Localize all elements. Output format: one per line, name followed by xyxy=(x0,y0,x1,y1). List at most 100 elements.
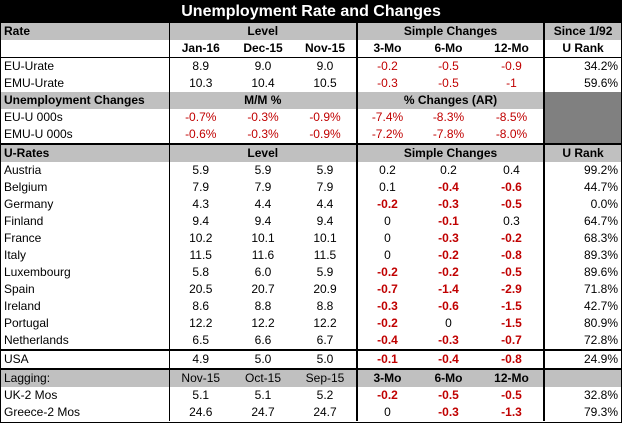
row-label: France xyxy=(4,231,42,245)
cell: 79.3% xyxy=(543,404,621,421)
cell: 42.7% xyxy=(543,298,621,315)
cell: -0.4 xyxy=(356,332,417,350)
cell: 10.5 xyxy=(313,76,337,90)
col-jan16: Jan-16 xyxy=(168,40,232,58)
cell: -1.4 xyxy=(438,282,459,296)
table-row: Belgium 7.9 7.9 7.9 0.1 -0.4 -0.6 44.7% xyxy=(1,179,621,196)
table-row: Italy 11.5 11.6 11.5 0 -0.2 -0.8 89.3% xyxy=(1,247,621,264)
cell: -0.7 xyxy=(501,333,522,347)
cell: -0.3% xyxy=(232,126,294,145)
cell: 7.9 xyxy=(254,180,272,194)
row-label: EU-Urate xyxy=(4,59,55,73)
cell: -2.9 xyxy=(501,282,522,296)
cell: 5.2 xyxy=(316,388,334,402)
row-label: UK-2 Mos xyxy=(4,388,58,402)
urates-header: U-Rates xyxy=(4,146,50,160)
cell: 89.3% xyxy=(543,247,621,264)
table-row-usa: USA 4.9 5.0 5.0 -0.1 -0.4 -0.8 24.9% xyxy=(1,349,621,370)
cell: 8.9 xyxy=(168,57,232,75)
cell: 9.0 xyxy=(316,59,334,73)
table-row: EU-Urate 8.9 9.0 9.0 -0.2 -0.5 -0.9 34.2… xyxy=(1,57,622,75)
cell: -0.3 xyxy=(438,231,459,245)
cell: -0.8 xyxy=(480,349,544,370)
cell: 99.2% xyxy=(543,162,621,179)
cell: -0.9 xyxy=(501,59,522,73)
col-3mo: 3-Mo xyxy=(356,40,417,58)
cell: 0.2 xyxy=(356,162,417,179)
row-label: Greece-2 Mos xyxy=(4,405,81,419)
cell: 0 xyxy=(445,316,452,330)
cell: -1 xyxy=(506,76,517,90)
cell: -0.3 xyxy=(356,75,417,92)
cell: -7.8% xyxy=(417,126,480,145)
cell: -0.3% xyxy=(247,110,279,124)
cell: -0.3 xyxy=(438,197,459,211)
cell: 11.6 xyxy=(251,248,275,262)
row-label: Italy xyxy=(4,248,27,262)
row-label: Spain xyxy=(4,282,35,296)
lag-col-6: 12-Mo xyxy=(494,371,529,385)
table-row: Netherlands 6.5 6.6 6.7 -0.4 -0.3 -0.7 72.8% xyxy=(1,332,621,350)
table-row: Luxembourg 5.8 6.0 5.9 -0.2 -0.2 -0.5 89.6% xyxy=(1,264,621,281)
cell: 9.4 xyxy=(168,213,232,230)
lag-col-4: 3-Mo xyxy=(356,369,417,387)
cell: 6.5 xyxy=(168,332,232,350)
table-row: EMU-Urate 10.3 10.4 10.5 -0.3 -0.5 -1 59… xyxy=(1,75,622,92)
cell: 5.1 xyxy=(254,388,272,402)
level-header: Level xyxy=(168,23,357,40)
cell: 0.2 xyxy=(440,163,457,177)
cell: -7.2% xyxy=(356,126,417,145)
cell: 0 xyxy=(356,247,417,264)
cell: 0 xyxy=(356,404,417,421)
since-header: Since 1/92 xyxy=(542,23,622,40)
cell: 9.0 xyxy=(254,59,272,73)
cell: -0.8 xyxy=(501,248,522,262)
cell: 89.6% xyxy=(543,264,621,281)
row-label: EMU-Urate xyxy=(4,76,65,90)
cell: 7.9 xyxy=(316,180,334,194)
row-label: Belgium xyxy=(4,180,48,194)
lag-col-2: Oct-15 xyxy=(244,371,281,385)
cell: 12.2 xyxy=(313,316,337,330)
cell: -0.2 xyxy=(501,231,522,245)
cell: 20.9 xyxy=(313,282,337,296)
cell: 24.7 xyxy=(313,405,337,419)
unemployment-table: Unemployment Rate and Changes Rate Level… xyxy=(1,1,622,162)
cell: 0 xyxy=(356,213,417,230)
cell: 0.1 xyxy=(356,179,417,196)
cell: -0.6 xyxy=(501,180,522,194)
cell: -0.5 xyxy=(501,388,522,402)
cell: 8.8 xyxy=(316,299,334,313)
cell: 6.6 xyxy=(254,333,272,347)
cell: -0.2 xyxy=(356,57,417,75)
col-dec15: Dec-15 xyxy=(232,40,294,58)
cell: 20.5 xyxy=(168,281,232,298)
cell: -0.5 xyxy=(501,197,522,211)
cell: 0.3 xyxy=(503,214,520,228)
col-nov15: Nov-15 xyxy=(294,40,357,58)
cell: 64.7% xyxy=(543,213,621,230)
cell: 10.2 xyxy=(168,230,232,247)
cell: 71.8% xyxy=(543,281,621,298)
cell: -0.7% xyxy=(168,109,232,126)
cell: -0.2 xyxy=(438,248,459,262)
table-row: EMU-U 000s -0.6% -0.3% -0.9% -7.2% -7.8%… xyxy=(1,126,622,145)
cell: -0.3 xyxy=(438,405,459,419)
table-row: Germany 4.3 4.4 4.4 -0.2 -0.3 -0.5 0.0% xyxy=(1,196,621,213)
cell: 5.1 xyxy=(168,387,232,404)
table-row: UK-2 Mos 5.1 5.1 5.2 -0.2 -0.5 -0.5 32.8… xyxy=(1,387,621,404)
cell: 6.7 xyxy=(316,333,334,347)
lag-col-1: Nov-15 xyxy=(168,369,232,387)
table-row: Greece-2 Mos 24.6 24.7 24.7 0 -0.3 -1.3 … xyxy=(1,404,621,421)
row-label: Portugal xyxy=(4,316,49,330)
lagging-header: Lagging: xyxy=(4,371,51,385)
cell: 10.3 xyxy=(168,75,232,92)
ar-header: % Changes (AR) xyxy=(356,92,544,109)
col-6mo: 6-Mo xyxy=(417,40,480,58)
row-label: Netherlands xyxy=(4,333,69,347)
cell: -8.3% xyxy=(432,110,465,124)
cell: 59.6% xyxy=(542,75,622,92)
cell: 68.3% xyxy=(543,230,621,247)
lag-col-3: Sep-15 xyxy=(305,371,345,385)
row-label: Luxembourg xyxy=(4,265,71,279)
